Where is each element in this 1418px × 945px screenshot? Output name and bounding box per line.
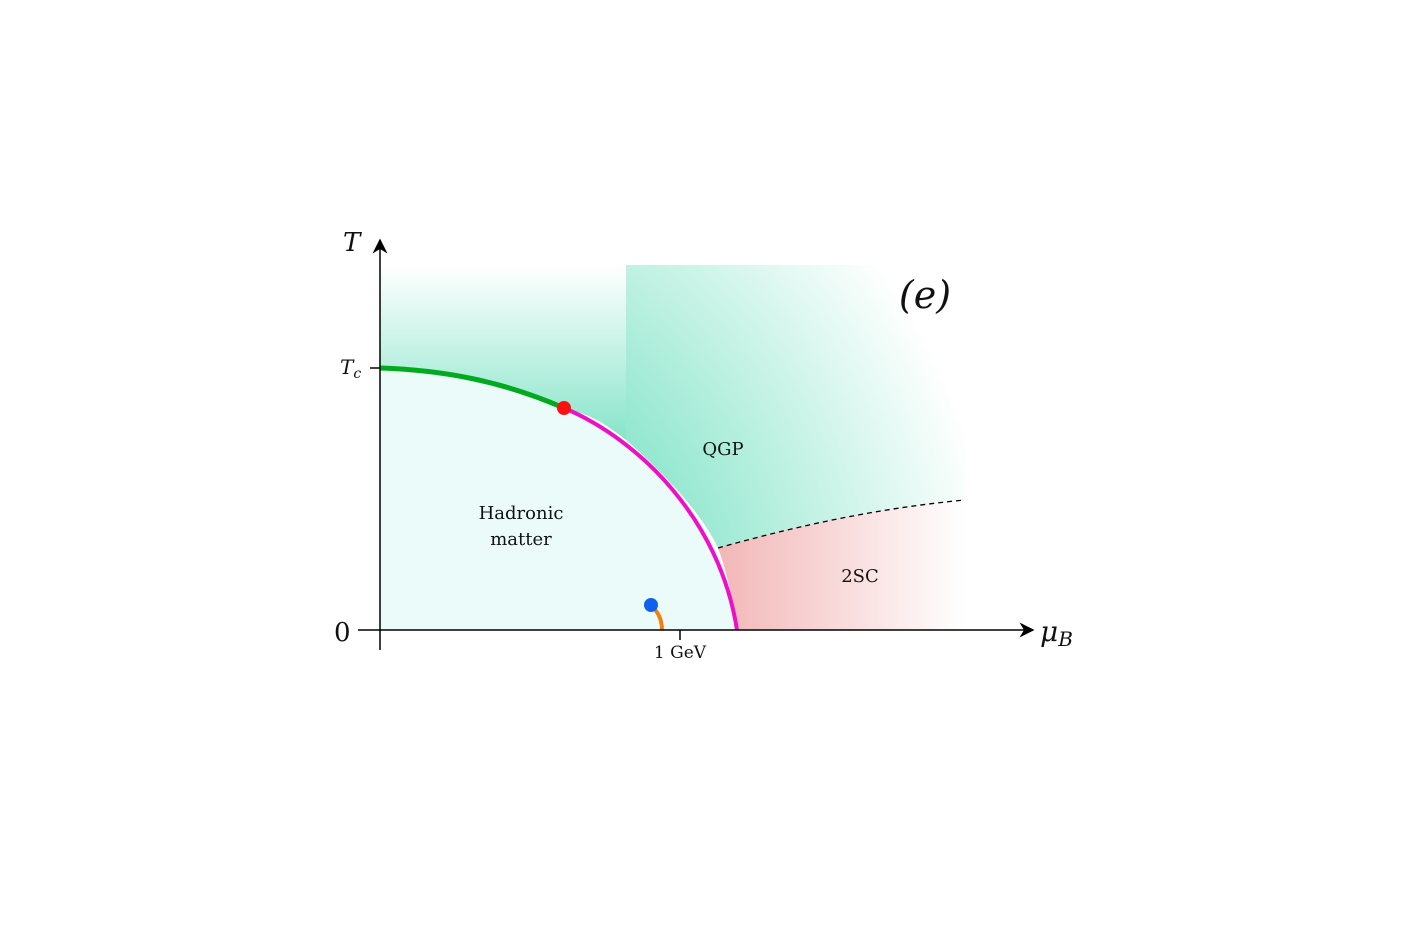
hadronic-label-line2: matter	[490, 529, 552, 550]
x-tick-label: 1 GeV	[654, 643, 707, 663]
csc-boundary-line	[717, 499, 966, 549]
csc-region	[718, 500, 965, 630]
first-order-line	[563, 406, 739, 631]
csc-label: 2SC	[841, 566, 879, 587]
tc-label: Tc	[340, 355, 361, 382]
qgp-region-right	[626, 265, 965, 548]
qgp-label: QGP	[702, 439, 743, 460]
hadronic-region	[380, 368, 737, 630]
panel-label: (e)	[899, 273, 951, 317]
nuclear-point	[644, 598, 658, 612]
qgp-region-left	[380, 265, 626, 440]
crossover-line	[379, 365, 566, 411]
x-axis-label: μB	[1040, 615, 1073, 651]
y-axis-label: T	[343, 228, 362, 258]
origin-label: 0	[334, 618, 351, 648]
hadronic-label-line1: Hadronic	[479, 503, 564, 524]
critical-point	[557, 401, 571, 415]
